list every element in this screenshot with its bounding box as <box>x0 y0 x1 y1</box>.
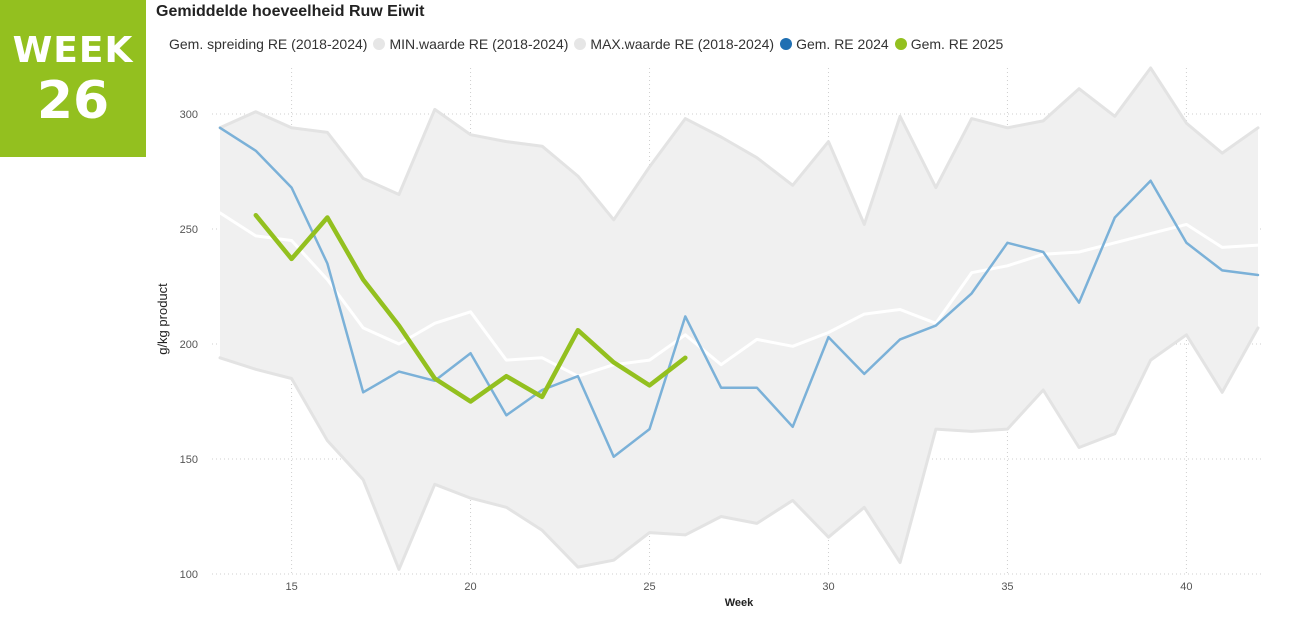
x-tick-label: 40 <box>1180 581 1192 593</box>
series-lines <box>218 66 1260 571</box>
x-tick-label: 15 <box>285 581 297 593</box>
legend-item-gem-spreiding[interactable]: Gem. spreiding RE (2018-2024) <box>169 36 367 52</box>
legend-label: MIN.waarde RE (2018-2024) <box>389 36 569 52</box>
average-spread-line <box>218 211 1260 378</box>
x-axis-title: Week <box>725 597 754 609</box>
gem-re-2024-line <box>218 126 1260 458</box>
y-tick-label: 300 <box>180 109 198 121</box>
y-tick-label: 100 <box>180 569 198 581</box>
legend-marker <box>574 38 587 50</box>
spread-band <box>220 68 1258 570</box>
y-axis-title: g/kg product <box>155 283 170 355</box>
max-line <box>218 66 1260 226</box>
x-tick-label: 35 <box>1001 581 1013 593</box>
min-line <box>218 326 1260 571</box>
legend-label: Gem. RE 2024 <box>796 36 889 52</box>
chart-title: Gemiddelde hoeveelheid Ruw Eiwit <box>156 3 425 20</box>
legend-item-gem-re-2024[interactable]: Gem. RE 2024 <box>780 36 889 52</box>
y-tick-label: 250 <box>180 224 198 236</box>
x-tick-label: 25 <box>643 581 655 593</box>
legend-label: Gem. RE 2025 <box>910 36 1004 52</box>
week-badge: WEEK 26 <box>0 0 146 157</box>
y-tick-label: 200 <box>180 339 198 351</box>
legend-item-max-waarde[interactable]: MAX.waarde RE (2018-2024) <box>574 36 774 52</box>
legend-marker <box>894 38 907 50</box>
legend-label: Gem. spreiding RE (2018-2024) <box>169 36 368 52</box>
x-tick-label: 20 <box>464 581 476 593</box>
y-tick-label: 150 <box>180 454 198 466</box>
legend-item-gem-re-2025[interactable]: Gem. RE 2025 <box>894 36 1004 52</box>
legend-item-min-waarde[interactable]: MIN.waarde RE (2018-2024) <box>373 36 568 52</box>
gem-re-2025-line <box>253 212 688 404</box>
week-number: 26 <box>36 71 110 131</box>
x-tick-label: 30 <box>822 581 834 593</box>
week-label: WEEK <box>12 30 134 71</box>
legend-marker <box>373 38 386 50</box>
legend-marker <box>780 38 793 50</box>
legend-label: MAX.waarde RE (2018-2024) <box>590 36 775 52</box>
chart-legend: Gem. spreiding RE (2018-2024) MIN.waarde… <box>169 36 1009 52</box>
axis-ticks: 100 150 200 250 300 15 20 25 30 35 40 <box>180 109 1193 593</box>
